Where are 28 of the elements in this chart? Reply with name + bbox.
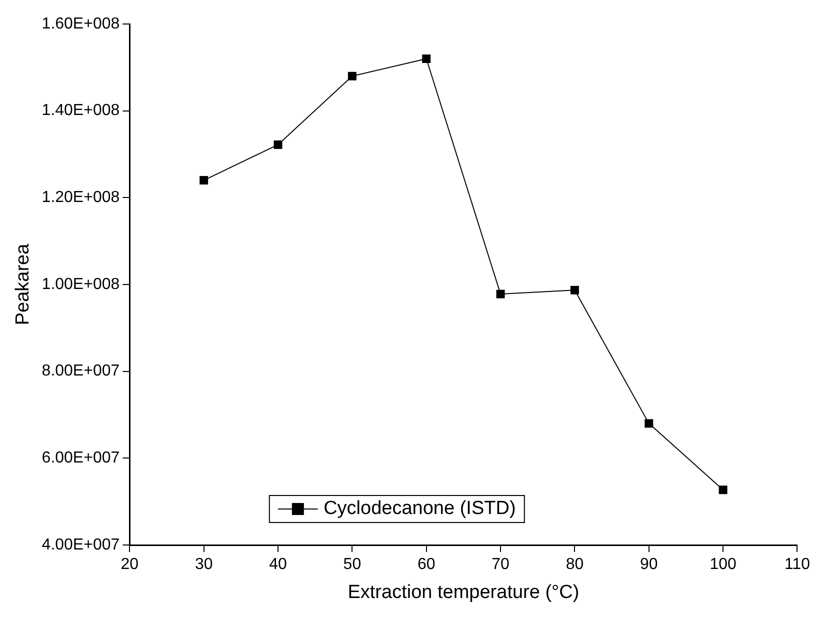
x-tick-label: 100 [710, 556, 737, 574]
point [644, 419, 654, 428]
y-tick-label: 1.40E+008 [42, 102, 120, 120]
legend-label: Cyclodecanone (ISTD) [324, 498, 516, 520]
point [496, 290, 505, 298]
point [718, 486, 728, 494]
y-tick-label: 4.00E+007 [42, 536, 120, 554]
x-tick-label: 90 [640, 556, 658, 574]
x-tick-label: 80 [566, 556, 584, 574]
point [348, 72, 356, 80]
x-tick-label: 40 [269, 556, 288, 574]
x-axis-title: Extraction temperature (°C) [348, 582, 580, 603]
x-tick-label: 60 [417, 556, 436, 574]
x-tick-label: 30 [194, 556, 213, 574]
point [274, 140, 282, 149]
x-tick-label: 20 [120, 556, 139, 574]
x-tick-label: 70 [492, 556, 510, 574]
y-tick-label: 8.00E+007 [42, 362, 120, 380]
point [570, 286, 579, 294]
y-axis-title: Peakarea [12, 243, 34, 326]
y-tick-label: 1.20E+008 [42, 189, 120, 206]
point [200, 176, 208, 185]
point [422, 54, 431, 63]
y-tick-label: 6.00E+007 [42, 450, 120, 467]
x-tick-label: 50 [343, 556, 362, 574]
y-tick-label: 1.00E+008 [42, 276, 120, 293]
x-tick-label: 110 [784, 556, 810, 574]
y-tick-label: 1.60E+008 [42, 15, 120, 32]
